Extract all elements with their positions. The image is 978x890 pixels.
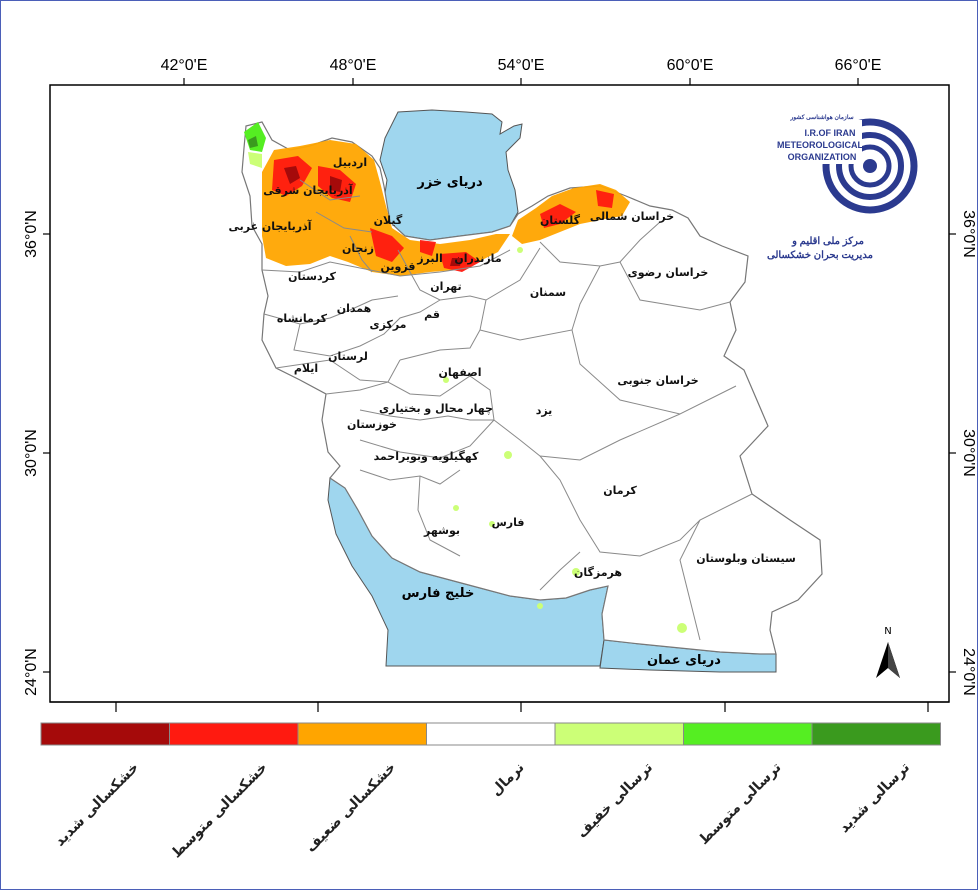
province-label: تهران xyxy=(430,280,461,293)
lon-label-60: 60°0'E xyxy=(667,57,714,74)
svg-text:ORGANIZATION: ORGANIZATION xyxy=(788,152,857,162)
legend: خشکسالی شدید خشکسالی متوسط خشکسالی ضعیف نرم… xyxy=(40,722,941,862)
province-label: کرمان xyxy=(603,484,637,497)
legend-swatch xyxy=(40,722,170,746)
legend-label: خشکسالی شدید xyxy=(52,760,142,850)
province-label: خراسان شمالی xyxy=(590,210,674,223)
legend-swatch xyxy=(554,722,684,746)
province-label: بوشهر xyxy=(423,524,460,537)
legend-swatch xyxy=(811,722,941,746)
province-label: آذربایجان غربی xyxy=(228,219,311,233)
province-label: آذربایجان شرقی xyxy=(263,183,353,197)
legend-label: خشکسالی متوسط xyxy=(169,760,271,862)
province-label: اردبیل xyxy=(333,156,367,169)
province-label: قزوین xyxy=(381,260,416,273)
province-label: اصفهان xyxy=(438,366,481,379)
legend-label: ترسالی متوسط xyxy=(696,760,785,849)
province-labels: اردبیل آذربایجان شرقی آذربایجان غربی گیل… xyxy=(228,156,795,579)
graticule-ticks xyxy=(43,78,956,673)
province-label: ایلام xyxy=(294,362,318,375)
legend-label: ترسالی خفیف xyxy=(574,760,656,842)
lon-label-54: 54°0'E xyxy=(498,57,545,74)
province-label: مازندران xyxy=(454,252,501,265)
legend-swatch xyxy=(297,722,427,746)
legend-swatch xyxy=(169,722,299,746)
province-label: قم xyxy=(424,308,440,321)
province-label: هرمزگان xyxy=(574,566,622,579)
province-label: کهگیلویه وبویراحمد xyxy=(374,450,479,463)
lat-label-right-30: 30°0'N xyxy=(960,429,977,477)
lon-label-48: 48°0'E xyxy=(330,57,377,74)
svg-text:I.R.OF IRAN: I.R.OF IRAN xyxy=(805,128,856,138)
svg-text:مدیریت بحران خشکسالی: مدیریت بحران خشکسالی xyxy=(767,250,873,261)
province-label: گیلان xyxy=(374,214,403,227)
lon-label-66: 66°0'E xyxy=(835,57,882,74)
province-label: مرکزی xyxy=(370,318,407,331)
province-label: یزد xyxy=(536,404,553,417)
legend-axis xyxy=(50,701,949,712)
oman-label: دریای عمان xyxy=(647,653,721,668)
province-label: سمنان xyxy=(530,286,566,299)
province-label: زنجان xyxy=(342,242,374,255)
drought-severe-zone xyxy=(284,166,462,266)
province-borders xyxy=(261,179,753,641)
legend-label: خشکسالی ضعیف xyxy=(303,760,399,856)
province-label: خراسان رضوی xyxy=(628,266,709,279)
province-label: لرستان xyxy=(328,350,368,363)
province-label: کردستان xyxy=(288,270,336,283)
province-label: البرز xyxy=(416,252,443,265)
north-arrow: N xyxy=(876,626,900,678)
legend-swatch xyxy=(683,722,813,746)
province-label: فارس xyxy=(492,516,525,529)
lon-label-42: 42°0'E xyxy=(161,57,208,74)
lat-label-left-24: 24°0'N xyxy=(23,648,40,696)
lat-label-left-36: 36°0'N xyxy=(23,210,40,258)
svg-text:N: N xyxy=(884,626,891,637)
lat-label-left-30: 30°0'N xyxy=(23,429,40,477)
province-label: گلستان xyxy=(540,214,581,227)
province-label: چهار محال و بختیاری xyxy=(379,402,493,415)
lat-label-right-36: 36°0'N xyxy=(960,210,977,258)
province-label: خراسان جنوبی xyxy=(617,374,698,387)
svg-text:سازمان هواشناسی کشور: سازمان هواشناسی کشور xyxy=(789,114,853,121)
legend-swatch xyxy=(426,722,556,746)
legend-label: ترسالی شدید xyxy=(836,760,913,837)
svg-text:مرکز ملی اقلیم و: مرکز ملی اقلیم و xyxy=(791,236,864,247)
caspian-label: دریای خزر xyxy=(416,175,483,190)
imo-logo: سازمان هواشناسی کشور I.R.OF IRAN METEORO… xyxy=(767,114,918,261)
province-label: سیستان وبلوستان xyxy=(696,552,796,565)
persian-gulf-label: خلیج فارس xyxy=(402,586,475,601)
province-label: کرمانشاه xyxy=(277,312,328,325)
wet-zones xyxy=(244,122,687,633)
province-label: خوزستان xyxy=(347,418,397,431)
legend-label: نرمال xyxy=(488,760,528,800)
province-label: همدان xyxy=(337,302,372,315)
lat-label-right-24: 24°0'N xyxy=(960,648,977,696)
svg-text:METEOROLOGICAL: METEOROLOGICAL xyxy=(777,140,863,150)
